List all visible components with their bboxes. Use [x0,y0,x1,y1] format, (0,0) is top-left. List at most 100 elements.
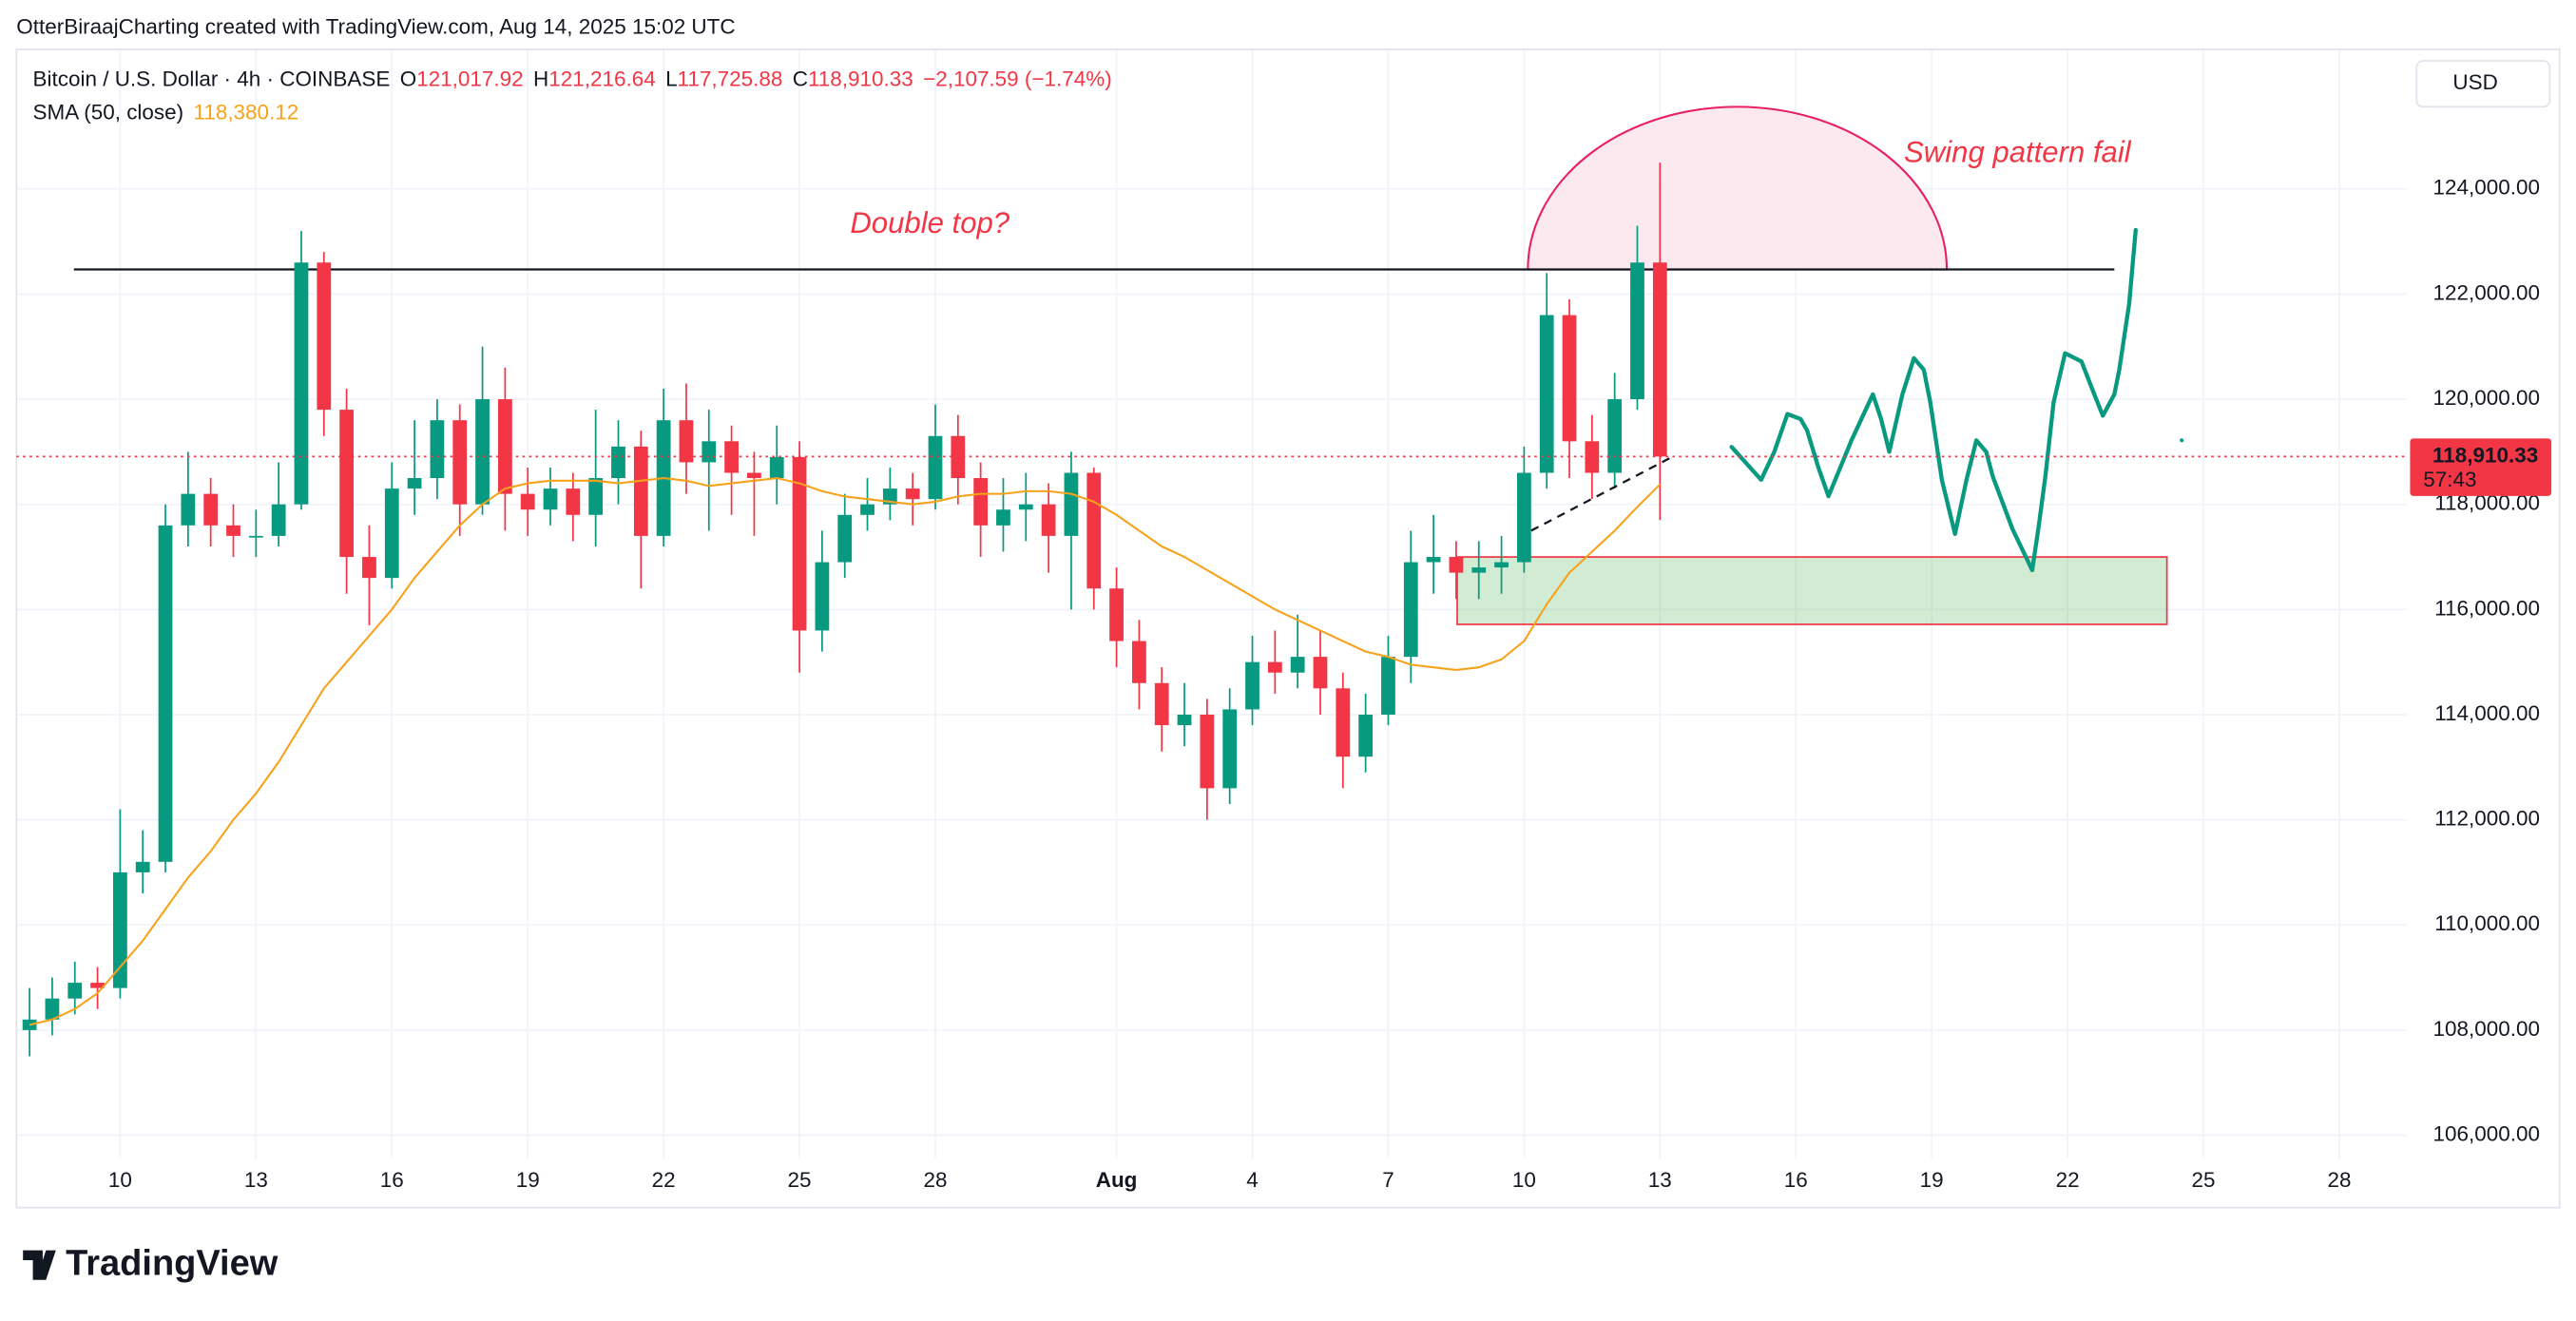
candle-body [362,557,376,579]
y-tick-label: 112,000.00 [2434,807,2540,831]
candle-body [135,861,150,872]
candle-body [1449,557,1464,573]
sma-legend: SMA (50, close) 118,380.12 [33,100,299,124]
dot [2180,438,2184,443]
candle-body [1516,472,1531,563]
last-price-box [2410,438,2552,496]
candle-body [1154,682,1169,726]
candle-body [566,488,581,515]
candle-body [1630,262,1644,400]
x-tick-label: 16 [1784,1168,1808,1192]
candle-body [226,525,240,536]
x-tick-label: Aug [1096,1168,1138,1192]
candle-body [1109,588,1124,641]
candle-body [1381,657,1395,715]
candle-body [90,983,105,988]
candle-body [407,478,422,489]
ohlc-key: L [665,67,677,91]
candle-body [973,478,989,526]
candle-body [769,456,784,479]
candle-body [452,420,468,505]
axes: 106,000.00 108,000.00 110,000.00 112,000.00… [16,176,2552,1192]
candle-body [1471,567,1487,573]
support-zone [1456,556,2168,625]
x-tick-label: 22 [2056,1168,2080,1192]
annotation: Double top? [850,206,1009,239]
x-tick-label: 7 [1382,1168,1394,1192]
x-tick-label: 4 [1246,1168,1258,1192]
candle-body [294,262,309,505]
currency-button[interactable] [2415,60,2551,108]
candle-body [520,493,535,510]
ohlc-value: 121,017.92 [416,67,523,91]
y-tick-label: 108,000.00 [2433,1017,2540,1041]
candle-body [1336,688,1351,757]
candle-body [1539,315,1554,473]
logo-mark [23,1250,56,1280]
x-tick-label: 22 [652,1168,676,1192]
candle-body [792,456,807,631]
x-tick-label: 25 [788,1168,812,1192]
candle-body [747,472,761,479]
x-tick-label: 28 [2327,1168,2351,1192]
ohlc-value: 118,910.33 [808,67,913,91]
candle-body [1041,504,1056,536]
candle-body [45,998,60,1020]
x-tick-label: 28 [924,1168,948,1192]
candle-body [1313,657,1328,689]
candle-body [1245,661,1259,710]
credit: OtterBiraajCharting created with Trading… [16,14,735,38]
candle-body [1064,472,1079,536]
candle-body [702,441,717,463]
candle-body [67,983,83,999]
y-tick-label: 106,000.00 [2433,1121,2540,1145]
x-tick-label: 25 [2192,1168,2216,1192]
candle-body [1494,562,1509,568]
trend-line [1530,455,1673,532]
candle-body [905,488,920,500]
candle-body [633,446,648,536]
change: −2,107.59 (−1.74%) [923,67,1112,91]
ohlc-value: 117,725.88 [678,67,783,91]
y-tick-label: 122,000.00 [2433,280,2540,304]
candle-body [1222,709,1238,789]
plot [22,163,1667,1057]
candle-body [860,504,875,515]
projection-path [1729,227,2138,573]
candle-body [1267,661,1282,673]
candle-body [248,535,263,538]
candle-body [1426,557,1441,563]
candle-body [1290,657,1305,673]
candle-body [317,262,332,411]
y-tick-label: 120,000.00 [2433,386,2540,410]
brand: TradingView [66,1243,279,1283]
ohlc-value: 121,216.64 [548,67,655,91]
candle-body [475,399,490,505]
y-tick-label: 110,000.00 [2434,911,2540,935]
y-tick-label: 114,000.00 [2434,701,2540,725]
x-tick-label: 10 [1512,1168,1536,1192]
legend-name: SMA (50, close) [33,100,184,124]
symbol: Bitcoin / U.S. Dollar · 4h · COINBASE [33,67,391,91]
ohlc-key: O [400,67,416,91]
candle-body [430,420,445,479]
candle-body [1086,472,1102,589]
last-price-label: 118,910.33 [2432,443,2538,467]
symbol-legend: Bitcoin / U.S. Dollar · 4h · COINBASE O12… [33,67,1112,91]
x-tick-label: 13 [244,1168,268,1192]
candle-body [1132,641,1146,683]
candle-body [1177,714,1192,726]
candle-body [996,509,1010,526]
currency: USD [2452,70,2497,94]
y-tick-label: 124,000.00 [2433,176,2540,200]
candle-body [1200,714,1215,789]
candle-body [181,493,196,526]
candle-body [588,478,604,515]
x-tick-label: 19 [516,1168,540,1192]
candle-body [203,493,219,526]
candle-body [679,420,694,463]
candle-body [1018,504,1033,510]
candle-body [611,446,625,479]
candle-body [113,871,127,988]
